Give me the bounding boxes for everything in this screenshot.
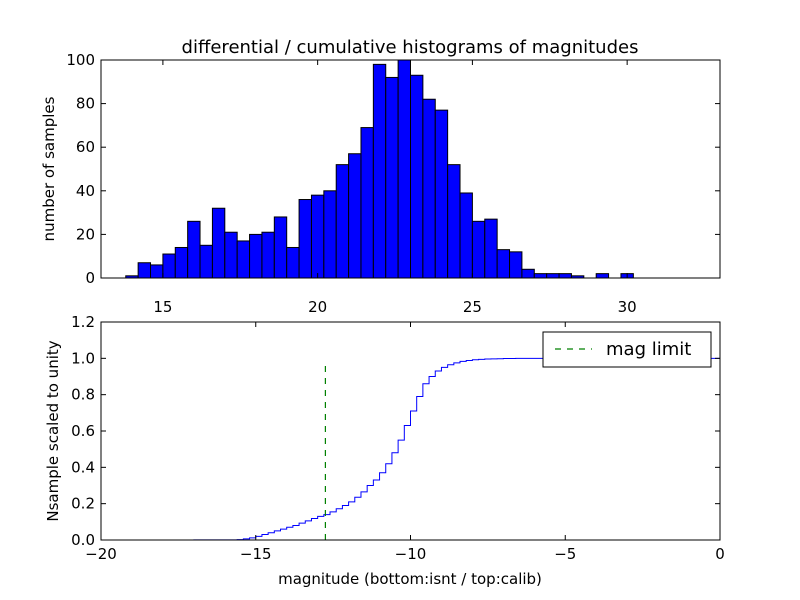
- top-y-tick-label: 0: [85, 269, 95, 287]
- top-y-tick-label: 80: [76, 95, 95, 113]
- histogram-bar: [546, 273, 560, 279]
- histogram-bar: [521, 268, 535, 279]
- bottom-y-tick-label: 0.4: [71, 458, 95, 476]
- top-y-tick-label: 20: [76, 225, 95, 243]
- histogram-bar: [236, 240, 251, 279]
- histogram-bar: [310, 194, 325, 279]
- histogram-bar: [273, 216, 288, 279]
- histogram-bar: [199, 244, 213, 279]
- histogram-bar: [150, 264, 164, 279]
- histogram-bar: [459, 192, 473, 279]
- cumulative-step-line: [101, 357, 721, 541]
- histogram-bar: [447, 164, 461, 279]
- bottom-y-tick-label: 0.6: [71, 422, 95, 440]
- top-y-tick-label: 60: [76, 138, 95, 156]
- histogram-bar: [298, 199, 312, 279]
- histogram-bar: [137, 262, 152, 279]
- histogram-bar: [224, 231, 238, 279]
- differential-histogram-panel: differential / cumulative histograms of …: [40, 37, 721, 316]
- histogram-bar: [323, 190, 337, 279]
- histogram-bar: [249, 233, 263, 279]
- histogram-bar: [533, 273, 548, 279]
- top-y-tick-label: 100: [66, 51, 95, 69]
- bottom-x-tick-label: −15: [240, 545, 272, 563]
- histogram-bar: [422, 98, 436, 279]
- bottom-x-tick-label: 0: [715, 545, 725, 563]
- bottom-y-tick-label: 0.2: [71, 495, 95, 513]
- bottom-axis-ticks: −20 −15 −10 −5 0 0.0 0.2 0.4 0.6 0.8 1.0 1.2: [71, 313, 725, 563]
- histogram-bar: [509, 251, 523, 279]
- legend-label-mag-limit: mag limit: [606, 339, 691, 360]
- bottom-x-tick-label: −5: [554, 545, 576, 563]
- top-x-tick-label: 15: [153, 298, 172, 316]
- top-axis-ticks: 15 20 25 30 0 20 40 60 80 100: [66, 51, 720, 316]
- top-y-axis-label: number of samples: [40, 96, 58, 241]
- top-plot-frame: [100, 59, 721, 279]
- histogram-bar: [558, 273, 572, 279]
- histogram-bar: [162, 253, 176, 279]
- legend: mag limit: [542, 331, 712, 368]
- histogram-bar: [348, 153, 362, 279]
- top-x-tick-label: 30: [618, 298, 637, 316]
- histogram-bar: [496, 249, 511, 279]
- histogram-bar: [372, 63, 387, 279]
- histogram-bars: [125, 59, 634, 279]
- top-x-tick-label: 20: [308, 298, 327, 316]
- histogram-bar: [397, 59, 411, 279]
- bottom-y-tick-label: 0.0: [71, 531, 95, 549]
- histogram-bar: [360, 127, 374, 279]
- bottom-x-axis-label: magnitude (bottom:isnt / top:calib): [278, 570, 542, 588]
- bottom-y-axis-label: Nsample scaled to unity: [44, 340, 62, 521]
- bottom-y-tick-label: 1.0: [71, 349, 95, 367]
- chart-title: differential / cumulative histograms of …: [182, 37, 639, 58]
- top-y-tick-label: 40: [76, 182, 95, 200]
- histogram-bar: [335, 164, 350, 279]
- histogram-bar: [385, 76, 399, 279]
- histogram-bar: [261, 231, 275, 279]
- histogram-bar: [595, 273, 610, 279]
- bottom-x-tick-label: −20: [85, 545, 117, 563]
- histogram-bar: [434, 109, 449, 279]
- histogram-bar: [187, 220, 201, 279]
- histogram-bar: [211, 207, 226, 279]
- cumulative-lines: [101, 357, 721, 541]
- top-x-tick-label: 25: [463, 298, 482, 316]
- histogram-bar: [410, 74, 424, 279]
- bottom-y-tick-label: 1.2: [71, 313, 95, 331]
- bottom-x-tick-label: −10: [395, 545, 427, 563]
- histogram-bar: [484, 218, 498, 279]
- histogram-bar: [471, 220, 486, 279]
- histogram-bar: [286, 246, 300, 279]
- cumulative-histogram-panel: −20 −15 −10 −5 0 0.0 0.2 0.4 0.6 0.8 1.0 1.2 magnit…: [44, 313, 725, 588]
- bottom-y-tick-label: 0.8: [71, 386, 95, 404]
- histogram-bar: [174, 246, 189, 279]
